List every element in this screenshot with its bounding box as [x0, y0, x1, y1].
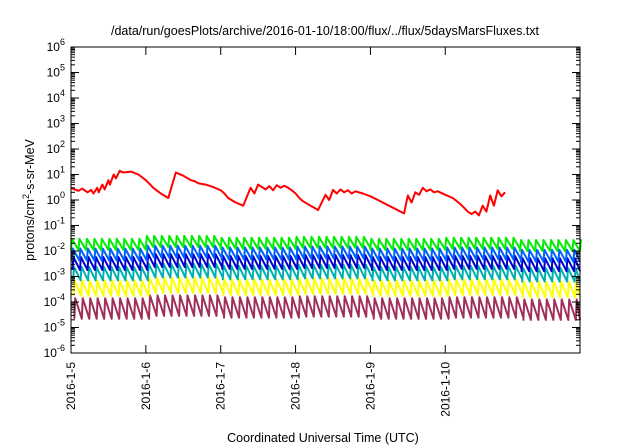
- y-tick-label: 104: [47, 88, 65, 105]
- series-line-1: [70, 169, 506, 217]
- y-tick-label: 10-2: [44, 241, 65, 258]
- y-tick-label: 10-3: [44, 267, 65, 284]
- y-tick-labels: 10-6 10-5 10-4 10-3 10-2 10-1 100 101 102 103 104 1…: [44, 37, 65, 360]
- series-line-3: [70, 244, 581, 263]
- y-tick-label: 10-4: [44, 292, 65, 309]
- series-line-7: [73, 294, 581, 321]
- y-tick-label: 102: [47, 139, 65, 156]
- x-axis-title: Coordinated Universal Time (UTC): [227, 431, 419, 445]
- x-tick-labels: 2016-1-5 2016-1-6 2016-1-7 2016-1-8 2016-1-9…: [64, 362, 452, 417]
- x-tick-label: 2016-1-9: [363, 362, 377, 410]
- y-tick-label: 103: [47, 114, 65, 131]
- plot-frame: [70, 46, 581, 354]
- x-tick-label: 2016-1-5: [64, 362, 78, 410]
- x-tick-label: 2016-1-6: [139, 362, 153, 410]
- x-tick-label: 2016-1-7: [214, 362, 228, 410]
- y-axis-title: protons/cm2-s-sr-MeV: [21, 138, 37, 260]
- y-tick-label: 101: [47, 165, 65, 182]
- x-tick-label: 2016-1-10: [438, 362, 452, 417]
- series-line-2: [70, 234, 582, 253]
- series-line-6: [72, 276, 581, 299]
- y-tick-label: 10-1: [44, 216, 65, 233]
- y-tick-label: 10-6: [44, 343, 65, 360]
- series-line-5: [72, 262, 581, 283]
- series-layer: [70, 169, 582, 321]
- y-tick-label: 105: [47, 63, 65, 80]
- series-line-4: [71, 253, 581, 273]
- y-tick-label: 100: [47, 190, 65, 207]
- y-tick-label: 106: [47, 37, 65, 54]
- y-tick-label: 10-5: [44, 318, 65, 335]
- x-tick-label: 2016-1-8: [289, 362, 303, 410]
- chart-title: /data/run/goesPlots/archive/2016-01-10/1…: [111, 24, 540, 38]
